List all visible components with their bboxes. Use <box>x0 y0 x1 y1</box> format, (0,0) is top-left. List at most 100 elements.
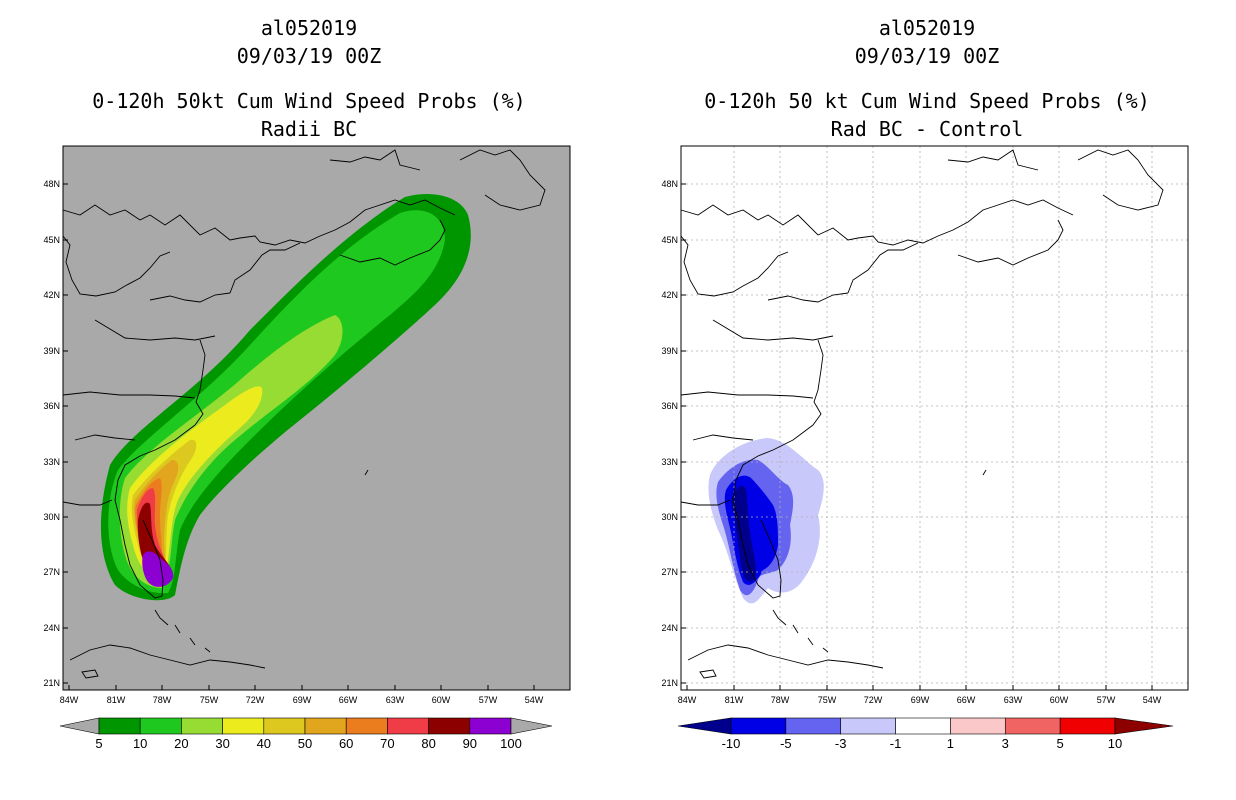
lat-tick-label: 33N <box>661 457 678 467</box>
lon-tick-label: 60W <box>1050 695 1069 705</box>
left-map-figure: 84W 81W 78W 75W 72W 69W 66W 63W 60W 57W 54W 48N 45N… <box>43 145 571 751</box>
colorbar: -10 -5 -3 -1 1 3 5 10 <box>677 717 1174 751</box>
colorbar-segment <box>304 717 347 735</box>
lon-tick-label: 54W <box>525 695 544 705</box>
colorbar-low-triangle <box>59 717 100 735</box>
longitude-labels: 84W 81W 78W 75W 72W 69W 66W 63W 60W 57W 54W <box>60 685 544 705</box>
colorbar-segment <box>1004 717 1061 735</box>
colorbar-label: 100 <box>500 736 522 751</box>
storm-id: al052019 <box>878 16 976 40</box>
lon-tick-label: 57W <box>479 695 498 705</box>
lon-tick-label: 72W <box>864 695 883 705</box>
contour-90 <box>142 551 174 587</box>
lon-tick-label: 78W <box>153 695 172 705</box>
lon-tick-label: 81W <box>725 695 744 705</box>
right-panel: al052019 09/03/19 00Z 0-120h 50 kt Cum W… <box>618 0 1236 800</box>
lat-tick-label: 42N <box>661 290 678 300</box>
lon-tick-label: 60W <box>432 695 451 705</box>
lon-tick-label: 66W <box>339 695 358 705</box>
coastlines <box>680 149 1164 679</box>
lat-tick-label: 39N <box>43 346 60 356</box>
map-frame <box>680 145 1189 691</box>
lon-tick-label: 75W <box>200 695 219 705</box>
colorbar-label: 50 <box>298 736 312 751</box>
colorbar: 5 10 20 30 40 50 60 70 80 90 100 <box>59 717 553 751</box>
colorbar-segment <box>840 717 896 735</box>
product-title: 0-120h 50 kt Cum Wind Speed Probs (%) <box>704 89 1150 113</box>
map-background <box>63 146 570 690</box>
colorbar-label: 70 <box>380 736 394 751</box>
lat-tick-label: 33N <box>43 457 60 467</box>
colorbar-label: 80 <box>421 736 435 751</box>
lon-tick-label: 63W <box>1004 695 1023 705</box>
forecast-date: 09/03/19 00Z <box>854 44 1000 68</box>
map-background <box>681 146 1188 690</box>
contour-minus-10 <box>731 485 756 582</box>
contour-20 <box>119 315 343 588</box>
lon-tick-label: 63W <box>386 695 405 705</box>
difference-contours <box>708 438 824 604</box>
lon-tick-label: 57W <box>1097 695 1116 705</box>
colorbar-label: -3 <box>835 736 847 751</box>
colorbar-segment <box>98 717 141 735</box>
lat-tick-label: 45N <box>661 235 678 245</box>
colorbar-segment <box>1059 717 1116 735</box>
lat-tick-label: 30N <box>661 512 678 522</box>
colorbar-segment <box>950 717 1006 735</box>
colorbar-segment <box>139 717 182 735</box>
lon-tick-label: 75W <box>818 695 837 705</box>
colorbar-label: 30 <box>215 736 229 751</box>
product-subtitle: Radii BC <box>260 117 358 141</box>
colorbar-high-triangle <box>510 717 553 735</box>
product-subtitle: Rad BC - Control <box>830 117 1024 141</box>
colorbar-label: 10 <box>133 736 147 751</box>
map-frame <box>62 145 571 691</box>
colorbar-label: -10 <box>722 736 741 751</box>
lon-tick-label: 69W <box>293 695 312 705</box>
lat-lon-grid <box>681 146 1188 690</box>
lon-tick-label: 84W <box>678 695 697 705</box>
colorbar-segment <box>222 717 265 735</box>
right-map-figure: 84W 81W 78W 75W 72W 69W 66W 63W 60W 57W 54W 48N 45N… <box>661 145 1189 751</box>
lat-tick-label: 21N <box>661 678 678 688</box>
colorbar-label: 20 <box>174 736 188 751</box>
lat-tick-label: 48N <box>661 179 678 189</box>
colorbar-low-triangle <box>677 717 732 735</box>
lat-tick-label: 48N <box>43 179 60 189</box>
storm-id: al052019 <box>260 16 358 40</box>
lon-tick-label: 66W <box>957 695 976 705</box>
lat-tick-label: 21N <box>43 678 60 688</box>
coastlines <box>62 149 546 679</box>
lon-tick-label: 84W <box>60 695 79 705</box>
lat-tick-label: 42N <box>43 290 60 300</box>
lat-tick-label: 45N <box>43 235 60 245</box>
colorbar-label: 60 <box>339 736 353 751</box>
colorbar-segment <box>387 717 429 735</box>
lon-tick-label: 81W <box>107 695 126 705</box>
colorbar-segment <box>181 717 223 735</box>
colorbar-label: 3 <box>1002 736 1009 751</box>
lat-tick-label: 27N <box>661 567 678 577</box>
colorbar-label: 5 <box>1057 736 1064 751</box>
lat-tick-label: 30N <box>43 512 60 522</box>
latitude-labels: 48N 45N 42N 39N 36N 33N 30N 27N 24N 21N <box>661 179 686 688</box>
lat-tick-label: 36N <box>661 401 678 411</box>
lat-tick-label: 39N <box>661 346 678 356</box>
forecast-date: 09/03/19 00Z <box>236 44 382 68</box>
colorbar-label: 90 <box>463 736 477 751</box>
colorbar-high-triangle <box>1114 717 1174 735</box>
colorbar-segment <box>730 717 787 735</box>
lat-tick-label: 24N <box>661 623 678 633</box>
lon-tick-label: 78W <box>771 695 790 705</box>
left-panel: al052019 09/03/19 00Z 0-120h 50kt Cum Wi… <box>43 16 571 751</box>
colorbar-label: 40 <box>257 736 271 751</box>
colorbar-segment <box>263 717 306 735</box>
lat-tick-label: 24N <box>43 623 60 633</box>
latitude-labels: 48N 45N 42N 39N 36N 33N 30N 27N 24N 21N <box>43 179 68 688</box>
colorbar-label: 1 <box>947 736 954 751</box>
colorbar-label: 5 <box>95 736 102 751</box>
lon-tick-label: 72W <box>246 695 265 705</box>
colorbar-segment <box>428 717 471 735</box>
colorbar-label: -5 <box>780 736 792 751</box>
lon-tick-label: 69W <box>911 695 930 705</box>
